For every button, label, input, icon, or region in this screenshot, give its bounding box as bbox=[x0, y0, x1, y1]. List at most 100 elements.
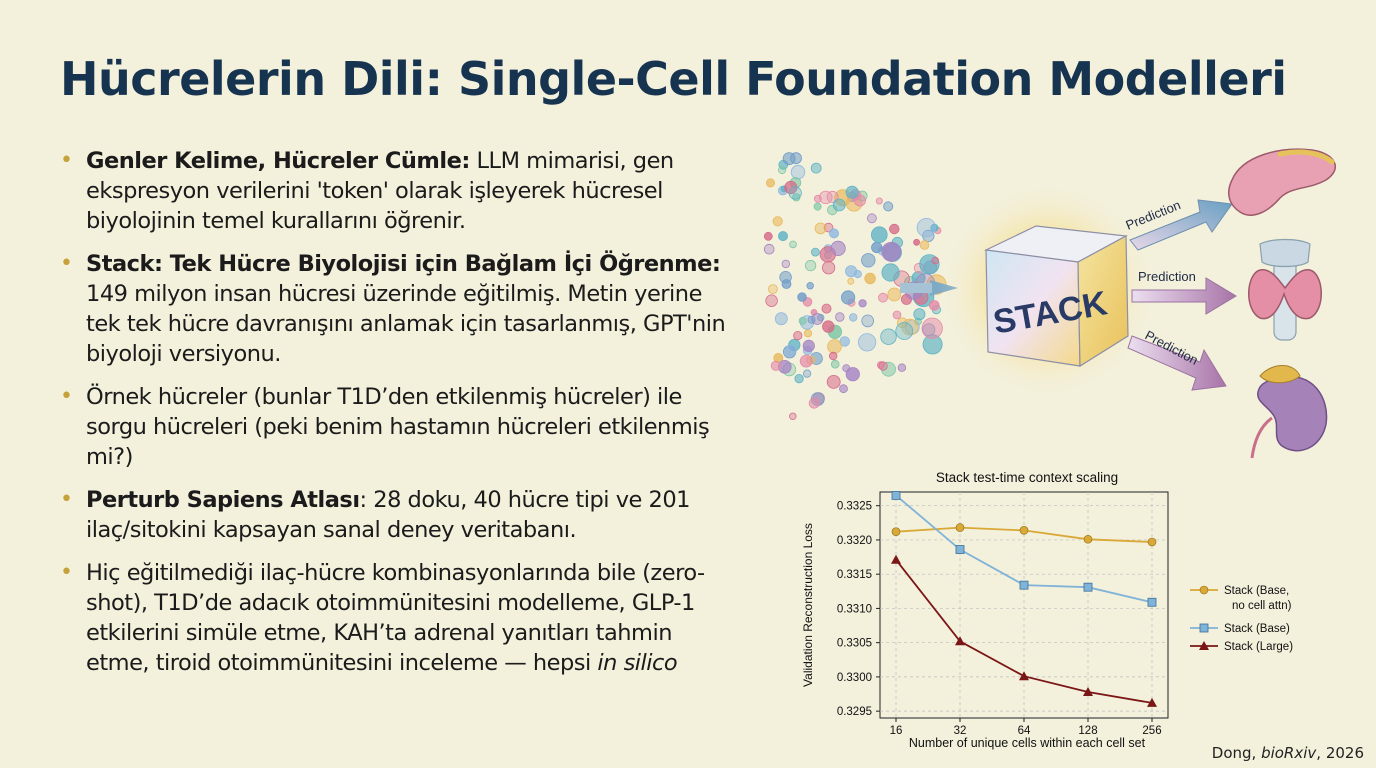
stack-illustration: STACK Prediction Prediction Prediction bbox=[763, 148, 1337, 459]
bullet-text: Hiç eğitilmediği ilaç-hücre kombinasyonl… bbox=[86, 560, 705, 676]
data-point bbox=[1199, 641, 1209, 650]
cell-dot bbox=[883, 201, 894, 212]
cell-dot bbox=[774, 312, 788, 326]
x-tick-label: 16 bbox=[890, 725, 903, 737]
data-point bbox=[1019, 580, 1029, 590]
cell-dot bbox=[930, 223, 939, 233]
cell-dot bbox=[892, 310, 902, 320]
cell-dot bbox=[797, 292, 807, 302]
cell-dot bbox=[901, 318, 919, 336]
data-point bbox=[1019, 671, 1029, 681]
cell-dot bbox=[808, 397, 820, 409]
data-point bbox=[1083, 582, 1093, 592]
bullet-item: • Hiç eğitilmediği ilaç-hücre kombinasyon… bbox=[58, 558, 738, 678]
cell-dot bbox=[858, 299, 867, 308]
legend-label: Stack (Base, bbox=[1224, 585, 1289, 597]
input-arrow-shaft bbox=[900, 283, 932, 293]
cell-dot bbox=[777, 231, 788, 242]
citation-year: , 2026 bbox=[1316, 744, 1364, 762]
bullet-dot-icon: • bbox=[60, 251, 73, 276]
cell-dot bbox=[871, 241, 883, 254]
bullet-dot-icon: • bbox=[60, 148, 73, 173]
cell-dot bbox=[788, 186, 802, 200]
cell-dot bbox=[826, 374, 841, 389]
data-point bbox=[955, 523, 965, 532]
x-tick-label: 256 bbox=[1142, 725, 1161, 737]
cell-dot bbox=[789, 240, 797, 249]
citation-author: Dong, bbox=[1211, 744, 1262, 762]
data-point bbox=[1199, 623, 1209, 633]
cell-dot bbox=[913, 308, 926, 321]
bullet-text: : 28 doku, 40 hücre tipi ve 201 ilaç/sit… bbox=[86, 487, 690, 543]
cell-dot bbox=[798, 316, 807, 325]
arrow-label-middle: Prediction bbox=[1138, 269, 1196, 284]
bullet-text: Örnek hücreler (bunlar T1D’den etkilenmi… bbox=[86, 384, 710, 470]
data-point bbox=[1019, 526, 1029, 535]
cell-dot bbox=[895, 322, 914, 340]
cell-dot bbox=[839, 384, 848, 394]
cell-dot bbox=[839, 336, 850, 347]
bullet-item: • Perturb Sapiens Atlası: 28 doku, 40 hüc… bbox=[58, 485, 738, 545]
cell-dot bbox=[864, 272, 876, 285]
prediction-arrow-top bbox=[1129, 199, 1233, 251]
cell-dot bbox=[822, 320, 835, 333]
bullet-item: • Örnek hücreler (bunlar T1D’den etkilenm… bbox=[58, 382, 738, 472]
y-tick-label: 0.3325 bbox=[837, 501, 872, 513]
data-point bbox=[955, 545, 965, 554]
cell-dot bbox=[921, 317, 943, 339]
cell-dot bbox=[821, 303, 832, 314]
cell-dot bbox=[777, 165, 787, 175]
legend-label: Stack (Base) bbox=[1224, 623, 1290, 635]
x-axis-label: Number of unique cells within each cell … bbox=[909, 736, 1146, 750]
cell-dot bbox=[789, 412, 797, 420]
bullet-text: 149 milyon insan hücresi üzerinde eğitil… bbox=[86, 281, 726, 367]
cell-dot bbox=[858, 333, 877, 352]
cell-dot bbox=[803, 329, 813, 338]
cell-dot bbox=[841, 290, 856, 305]
cell-dot bbox=[813, 202, 822, 211]
slide-title: Hücrelerin Dili: Single-Cell Foundation … bbox=[60, 52, 1287, 106]
cell-dot bbox=[919, 240, 930, 250]
cell-dot bbox=[881, 241, 902, 262]
cell-dot bbox=[807, 315, 816, 324]
cell-dot bbox=[887, 287, 902, 302]
cell-dot bbox=[821, 261, 836, 275]
cell-dot bbox=[765, 294, 778, 307]
data-point bbox=[1083, 686, 1093, 696]
prediction-arrow-bottom bbox=[1127, 335, 1227, 391]
bullet-item: • Genler Kelime, Hücreler Cümle: LLM mima… bbox=[58, 146, 738, 236]
chart-title: Stack test-time context scaling bbox=[936, 470, 1118, 485]
bullet-list: • Genler Kelime, Hücreler Cümle: LLM mima… bbox=[58, 146, 738, 691]
cell-dot bbox=[931, 256, 940, 265]
y-tick-label: 0.3295 bbox=[837, 706, 872, 718]
cell-dot bbox=[802, 339, 815, 352]
cell-dot bbox=[913, 238, 921, 246]
data-point bbox=[955, 636, 965, 646]
cell-dot bbox=[772, 216, 783, 227]
legend-label: Stack (Large) bbox=[1224, 641, 1293, 653]
bullet-dot-icon: • bbox=[60, 560, 73, 585]
cell-dot bbox=[897, 363, 907, 372]
bullet-dot-icon: • bbox=[60, 487, 73, 512]
cell-dot bbox=[847, 277, 855, 285]
y-tick-label: 0.3320 bbox=[837, 535, 872, 547]
bullet-item: • Stack: Tek Hücre Biyolojisi için Bağlam… bbox=[58, 249, 738, 369]
bullet-bold: Stack: Tek Hücre Biyolojisi için Bağlam … bbox=[86, 251, 721, 277]
citation-journal: bioRxiv bbox=[1261, 744, 1317, 762]
data-point bbox=[891, 491, 901, 500]
cell-dot bbox=[861, 253, 876, 268]
data-point bbox=[1147, 597, 1157, 607]
cell-dot bbox=[853, 194, 866, 207]
cell-dot bbox=[785, 344, 797, 357]
data-point bbox=[1199, 585, 1209, 595]
cell-dot bbox=[861, 314, 874, 328]
cell-dot bbox=[790, 164, 806, 180]
y-axis-label: Validation Reconstruction Loss bbox=[801, 523, 815, 687]
y-tick-label: 0.3310 bbox=[837, 603, 872, 615]
data-point bbox=[1147, 697, 1157, 707]
cell-dot bbox=[848, 313, 858, 322]
data-point bbox=[1147, 537, 1157, 547]
bullet-bold: Genler Kelime, Hücreler Cümle: bbox=[86, 148, 470, 174]
cell-dot bbox=[871, 226, 888, 243]
cell-dot bbox=[770, 360, 781, 371]
